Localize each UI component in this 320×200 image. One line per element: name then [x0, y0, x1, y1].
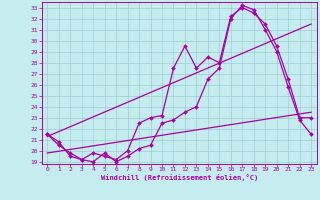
X-axis label: Windchill (Refroidissement éolien,°C): Windchill (Refroidissement éolien,°C)	[100, 174, 258, 181]
